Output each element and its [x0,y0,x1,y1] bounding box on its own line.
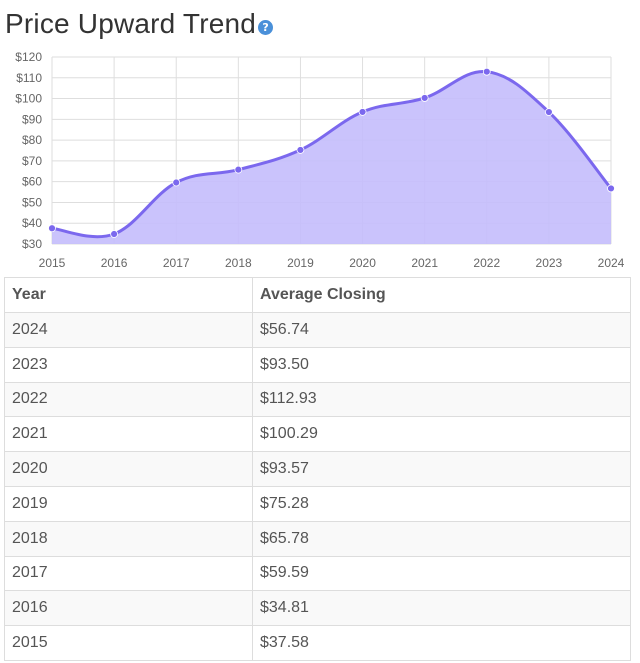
year-cell: 2018 [4,520,253,557]
y-tick-label: $90 [22,112,42,126]
y-tick-label: $40 [22,216,42,230]
y-tick-label: $100 [15,92,42,106]
price-cell: $93.57 [252,451,631,487]
price-table-wrap: Year Average Closing 2024 $56.74 2023 $93.… [4,277,631,661]
data-point [48,224,56,233]
price-table: Year Average Closing 2024 $56.74 2023 $93.… [4,277,631,661]
price-cell: $34.81 [252,590,631,627]
price-cell: $65.78 [252,520,631,557]
question-circle-icon[interactable]: ? [258,19,274,35]
y-tick-label: $60 [22,175,42,189]
price-cell: $56.74 [252,312,631,348]
data-point [544,108,553,116]
year-cell: 2017 [4,555,253,592]
data-point [607,184,615,193]
header-year: Year [4,277,253,313]
x-tick-label: 2022 [473,256,500,270]
x-tick-label: 2021 [411,256,438,270]
data-point [420,94,429,102]
data-point [110,230,119,238]
price-cell: $37.58 [252,625,631,661]
table-row: 2019 $75.28 [4,485,631,522]
x-tick-label: 2017 [163,256,190,270]
year-cell: 2016 [4,590,253,627]
data-point [172,178,181,187]
year-cell: 2022 [4,381,253,418]
table-row: 2016 $34.81 [4,590,631,627]
year-cell: 2020 [4,451,253,487]
x-tick-label: 2020 [349,256,376,270]
page-title: Price Upward Trend [5,8,257,39]
table-row: 2017 $59.59 [4,555,631,592]
x-tick-label: 2015 [39,256,66,270]
header-average-closing: Average Closing [252,277,631,313]
table-row: 2023 $93.50 [4,346,631,383]
table-row: 2024 $56.74 [4,312,631,348]
table-row: 2021 $100.29 [4,416,631,453]
data-point [296,146,305,154]
y-tick-label: $110 [16,71,42,85]
year-cell: 2023 [4,346,253,383]
y-tick-label: $120 [15,50,42,64]
price-cell: $59.59 [252,555,631,592]
x-tick-label: 2024 [598,256,625,270]
x-tick-label: 2018 [225,256,252,270]
table-header-row: Year Average Closing [4,277,631,313]
year-cell: 2019 [4,485,253,522]
series-line [51,70,613,239]
chart-svg: $30 $40 $50 $60 $70 $80 $90 $100 $110 $120 2015 201… [15,50,625,270]
table-row: 2018 $65.78 [4,520,631,557]
table-row: 2022 $112.93 [4,381,631,418]
series-area [52,71,611,244]
price-cell: $93.50 [252,346,631,383]
title-row: Price Upward Trend ? [5,4,274,44]
price-trend-chart: $30 $40 $50 $60 $70 $80 $90 $100 $110 $120 2015 201… [0,46,640,276]
year-cell: 2024 [4,312,253,348]
table-row: 2015 $37.58 [4,625,631,661]
data-point [358,108,367,116]
data-point [234,165,243,174]
table-row: 2020 $93.57 [4,451,631,487]
price-cell: $75.28 [252,485,631,522]
x-tick-label: 2019 [287,256,314,270]
x-tick-label: 2023 [536,256,563,270]
year-cell: 2015 [4,625,253,661]
y-tick-label: $50 [22,195,42,209]
y-tick-label: $70 [22,154,42,168]
price-cell: $112.93 [252,381,631,418]
y-tick-label: $30 [22,237,42,251]
price-cell: $100.29 [252,416,631,453]
y-tick-label: $80 [22,133,42,147]
data-point [482,67,491,76]
year-cell: 2021 [4,416,253,453]
x-tick-label: 2016 [101,256,128,270]
